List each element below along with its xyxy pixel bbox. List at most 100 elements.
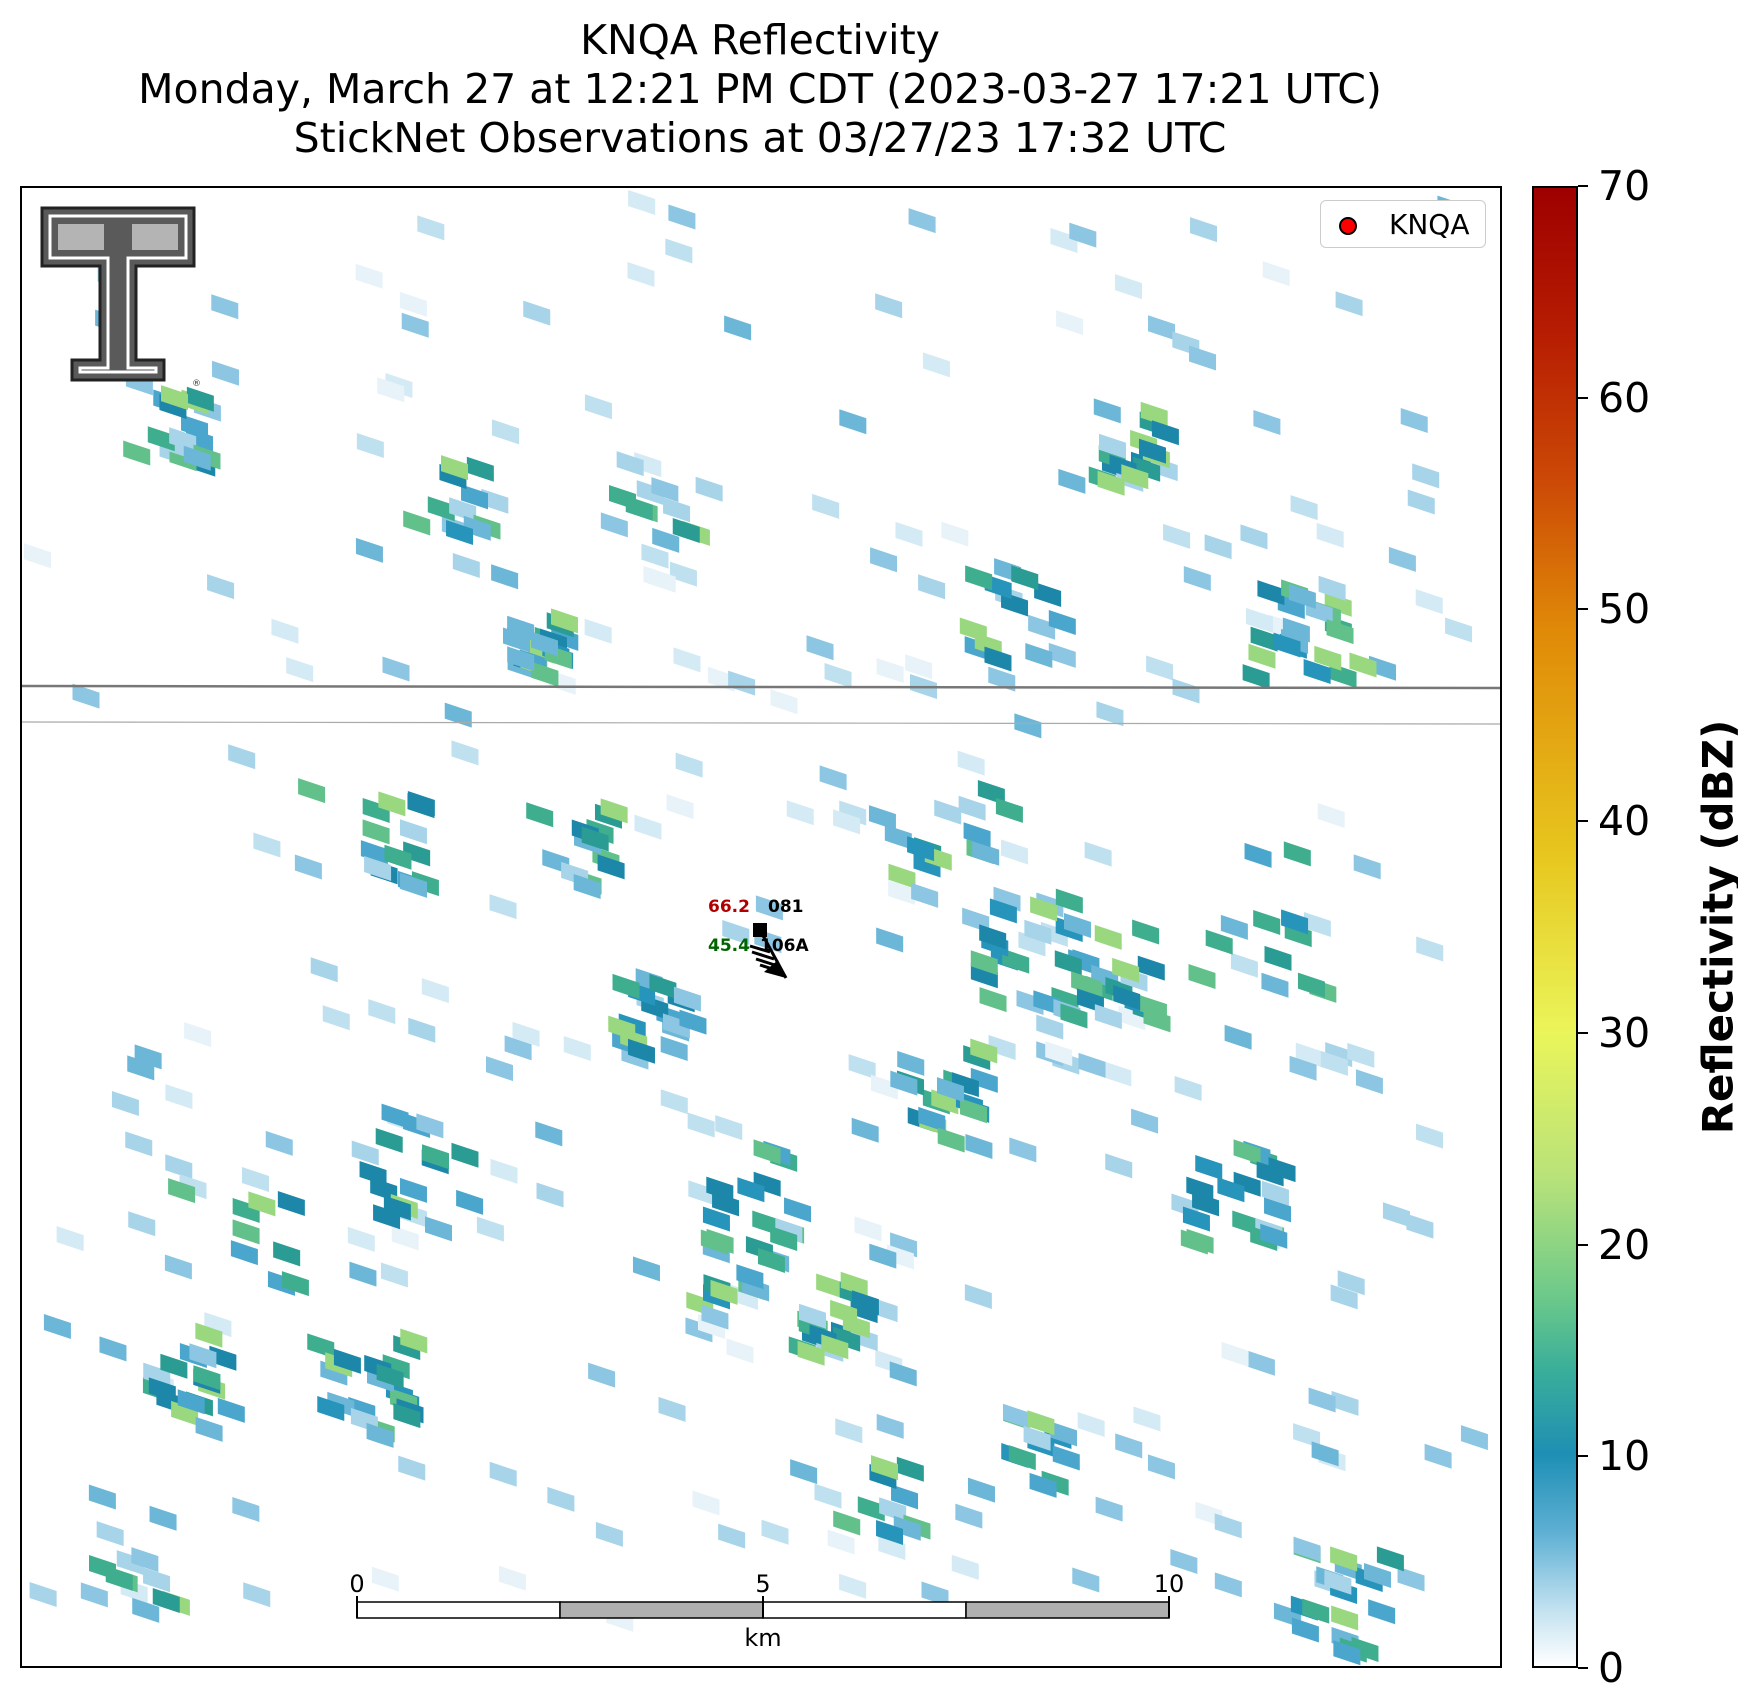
echo-pixel bbox=[427, 496, 455, 522]
echo-pixel bbox=[913, 852, 941, 878]
echo-pixel bbox=[490, 1158, 518, 1184]
echo-pixel bbox=[116, 1550, 144, 1576]
echo-pixel bbox=[1260, 1223, 1288, 1249]
echo-pixel bbox=[550, 608, 578, 634]
echo-pixel bbox=[1115, 1433, 1143, 1459]
echo-pixel bbox=[1034, 582, 1062, 608]
radar-map[interactable]: ® 66.2 081 45.4 106A 0 bbox=[20, 186, 1502, 1668]
echo-pixel bbox=[666, 794, 694, 820]
echo-pixel bbox=[581, 826, 609, 852]
echo-pixel bbox=[965, 565, 993, 591]
colorbar-tick-label: 30 bbox=[1598, 1008, 1651, 1057]
echo-pixel bbox=[673, 986, 701, 1012]
echo-pixel bbox=[347, 1226, 375, 1252]
echo-pixel bbox=[1192, 1191, 1220, 1217]
echo-pixel bbox=[408, 1017, 436, 1043]
echo-pixel bbox=[876, 1519, 904, 1545]
echo-pixel bbox=[463, 515, 491, 541]
echo-pixel bbox=[373, 1204, 401, 1230]
echo-pixel bbox=[375, 1128, 403, 1154]
echo-pixel bbox=[1077, 1412, 1105, 1438]
echo-pixel bbox=[355, 263, 383, 289]
echo-pixel bbox=[884, 824, 912, 850]
echo-pixel bbox=[377, 377, 405, 403]
echo-pixel bbox=[1189, 345, 1217, 371]
echo-pixel bbox=[1246, 607, 1274, 633]
echo-pixel bbox=[718, 1523, 746, 1549]
echo-pixel bbox=[868, 805, 896, 831]
echo-pixel bbox=[1264, 1197, 1292, 1223]
wind-barb-icon bbox=[749, 929, 788, 979]
colorbar-tick-mark bbox=[1578, 1667, 1588, 1669]
echo-pixel bbox=[204, 1312, 232, 1338]
echo-pixel bbox=[1114, 274, 1142, 300]
echo-pixel bbox=[1104, 1061, 1132, 1087]
echo-pixel bbox=[941, 521, 969, 547]
echo-pixel bbox=[489, 894, 517, 920]
echo-pixel bbox=[1084, 841, 1112, 867]
echo-pixel bbox=[701, 1304, 729, 1330]
echo-pixel bbox=[400, 1328, 428, 1354]
echo-pixel bbox=[660, 1036, 688, 1062]
echo-pixel bbox=[1295, 1042, 1323, 1068]
echo-pixel bbox=[1147, 1454, 1175, 1480]
echo-pixel bbox=[383, 1195, 411, 1221]
reflectivity-echoes bbox=[23, 189, 1488, 1666]
echo-pixel bbox=[922, 352, 950, 378]
echo-pixel bbox=[359, 1161, 387, 1187]
echo-pixel bbox=[1133, 456, 1161, 482]
echo-pixel bbox=[1105, 1153, 1133, 1179]
echo-pixel bbox=[1388, 546, 1416, 572]
echo-pixel bbox=[451, 1142, 479, 1168]
echo-pixel bbox=[523, 300, 551, 326]
echo-pixel bbox=[1094, 924, 1122, 950]
echo-pixel bbox=[1316, 522, 1344, 548]
echo-pixel bbox=[183, 445, 211, 471]
echo-pixel bbox=[584, 394, 612, 420]
echo-pixel bbox=[1118, 1005, 1146, 1031]
echo-pixel bbox=[355, 537, 383, 563]
echo-pixel bbox=[349, 1261, 377, 1287]
echo-pixel bbox=[1424, 1443, 1452, 1469]
echo-pixel bbox=[481, 488, 509, 514]
echo-pixel bbox=[1146, 655, 1174, 681]
echo-pixel bbox=[1303, 911, 1331, 937]
echo-pixel bbox=[1054, 950, 1082, 976]
station-plot[interactable]: 66.2 081 45.4 106A bbox=[708, 897, 809, 979]
echo-pixel bbox=[492, 419, 520, 445]
echo-pixel bbox=[1407, 489, 1435, 515]
echo-pixel bbox=[1204, 534, 1232, 560]
echo-pixel bbox=[921, 1581, 949, 1607]
echo-pixel bbox=[127, 1055, 155, 1081]
echo-pixel bbox=[535, 1121, 563, 1147]
echo-pixel bbox=[871, 1455, 899, 1481]
echo-pixel bbox=[1331, 1605, 1359, 1631]
echo-pixel bbox=[393, 1403, 421, 1429]
echo-pixel bbox=[918, 1106, 946, 1132]
echo-pixel bbox=[1016, 990, 1044, 1016]
echo-pixel bbox=[1133, 1406, 1161, 1432]
echo-pixel bbox=[317, 1395, 345, 1421]
echo-pixel bbox=[364, 856, 392, 882]
echo-pixel bbox=[786, 800, 814, 826]
echo-pixel bbox=[243, 1582, 271, 1608]
echo-pixel bbox=[1320, 1050, 1348, 1076]
echo-pixel bbox=[1318, 575, 1346, 601]
echo-pixel bbox=[625, 495, 653, 521]
echo-pixel bbox=[755, 895, 783, 921]
echo-pixel bbox=[979, 924, 1007, 950]
colorbar-tick-mark bbox=[1578, 1031, 1588, 1034]
echo-pixel bbox=[712, 1191, 740, 1217]
echo-pixel bbox=[403, 510, 431, 536]
echo-pixel bbox=[595, 1521, 623, 1547]
colorbar-tick-mark bbox=[1578, 820, 1588, 823]
echo-pixel bbox=[753, 1139, 781, 1165]
echo-pixel bbox=[43, 1313, 71, 1339]
echo-pixel bbox=[128, 1211, 156, 1237]
echo-pixel bbox=[888, 863, 916, 889]
echo-pixel bbox=[1056, 310, 1084, 336]
echo-pixel bbox=[399, 1177, 427, 1203]
echo-pixel bbox=[1293, 1536, 1321, 1562]
echo-pixel bbox=[989, 898, 1017, 924]
echo-pixel bbox=[839, 409, 867, 435]
